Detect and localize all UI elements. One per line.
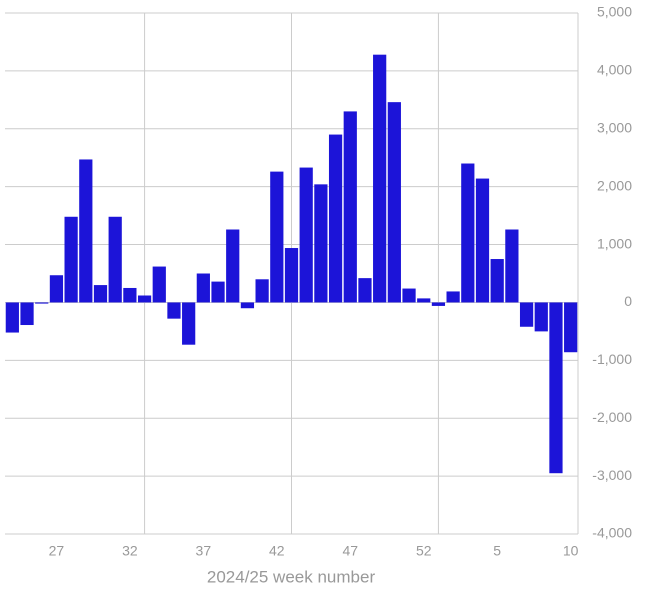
y-tick-label: 1,000 <box>597 235 632 251</box>
bar <box>108 216 122 303</box>
y-tick-label: -1,000 <box>592 351 632 367</box>
bar <box>328 134 343 303</box>
bar <box>152 266 166 303</box>
x-tick-label: 42 <box>269 543 285 559</box>
y-tick-label: -3,000 <box>592 467 632 483</box>
x-tick-label: 47 <box>342 543 358 559</box>
bar <box>196 273 210 303</box>
bar <box>79 159 93 303</box>
bar <box>387 102 401 303</box>
bar <box>211 281 225 303</box>
bar <box>373 54 387 303</box>
bar <box>358 278 372 303</box>
bar <box>284 248 299 303</box>
x-tick-label: 10 <box>563 543 579 559</box>
y-tick-label: 3,000 <box>597 119 632 135</box>
bar <box>534 302 548 332</box>
bar <box>299 167 313 303</box>
bar <box>446 291 460 303</box>
bar <box>519 302 534 327</box>
y-tick-label: -4,000 <box>592 525 632 541</box>
x-tick-label: 52 <box>416 543 432 559</box>
x-tick-label: 5 <box>493 543 501 559</box>
bar <box>35 302 49 304</box>
y-tick-label: 0 <box>624 293 632 309</box>
bar <box>475 178 490 303</box>
bar <box>461 163 475 303</box>
bar <box>20 302 34 326</box>
bar <box>314 184 328 303</box>
bar <box>182 302 196 345</box>
bar <box>490 259 504 303</box>
bar <box>137 295 152 303</box>
bar <box>255 279 269 303</box>
bar <box>5 302 19 333</box>
x-axis-title: 2024/25 week number <box>207 567 376 586</box>
x-tick-label: 37 <box>196 543 212 559</box>
y-tick-label: -2,000 <box>592 409 632 425</box>
y-tick-label: 5,000 <box>597 4 632 20</box>
bar <box>93 285 108 303</box>
bar <box>167 302 181 319</box>
bar <box>417 298 431 303</box>
bar <box>431 302 446 306</box>
bar <box>240 302 255 309</box>
bar <box>49 275 64 303</box>
bar <box>64 216 78 303</box>
x-tick-label: 27 <box>49 543 65 559</box>
bar <box>123 287 137 303</box>
bar <box>402 288 416 303</box>
bar <box>343 111 357 303</box>
bar <box>549 302 563 474</box>
y-tick-label: 4,000 <box>597 62 632 78</box>
bar <box>270 171 284 303</box>
x-tick-label: 32 <box>122 543 138 559</box>
y-tick-label: 2,000 <box>597 177 632 193</box>
bar <box>505 229 519 303</box>
bar <box>564 302 578 353</box>
bar <box>226 229 240 303</box>
